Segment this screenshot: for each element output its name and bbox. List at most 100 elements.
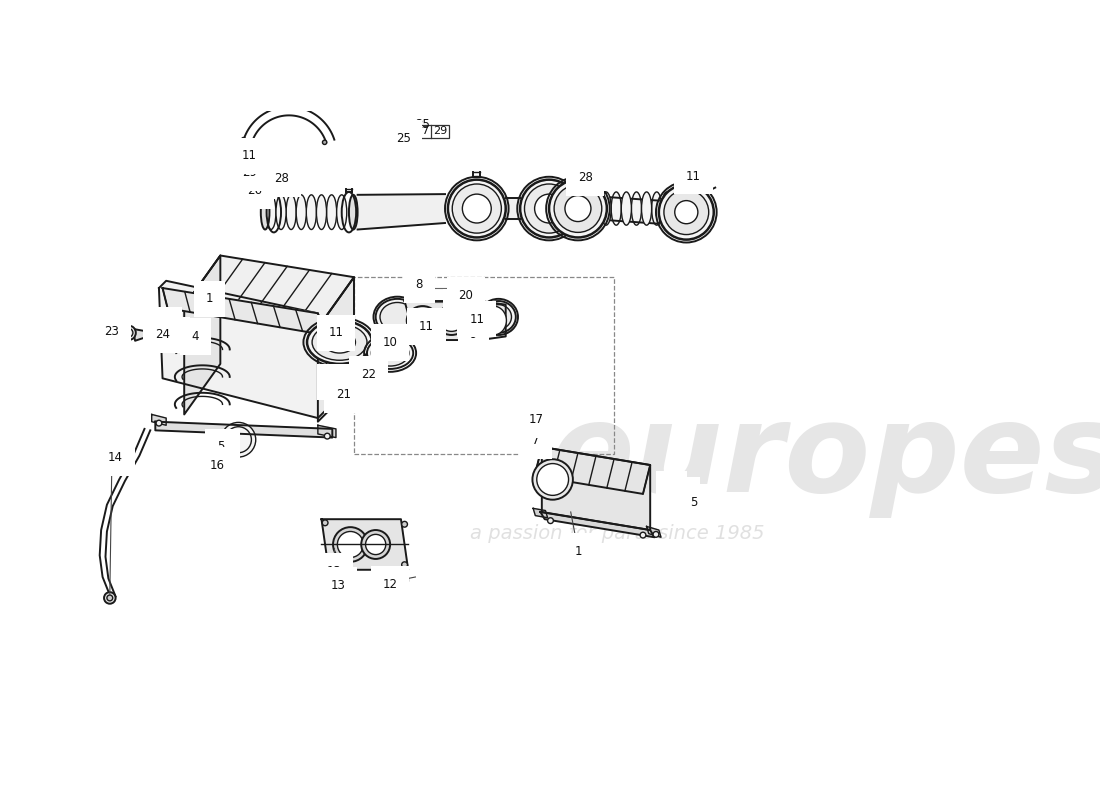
- Text: 1: 1: [206, 292, 213, 306]
- Circle shape: [666, 491, 671, 497]
- Ellipse shape: [379, 346, 400, 360]
- Circle shape: [332, 571, 340, 578]
- Text: 11: 11: [686, 170, 701, 182]
- Text: 11: 11: [585, 166, 600, 179]
- Polygon shape: [155, 422, 332, 438]
- Ellipse shape: [520, 180, 578, 238]
- Text: 17: 17: [528, 413, 543, 426]
- Polygon shape: [332, 386, 346, 396]
- Ellipse shape: [410, 310, 435, 331]
- Ellipse shape: [674, 201, 697, 224]
- Circle shape: [242, 138, 245, 142]
- Text: 5: 5: [163, 319, 169, 332]
- Text: 27: 27: [249, 174, 264, 187]
- Ellipse shape: [439, 310, 464, 331]
- Ellipse shape: [601, 192, 612, 225]
- Ellipse shape: [312, 324, 367, 360]
- Ellipse shape: [532, 459, 573, 500]
- Text: 26: 26: [246, 184, 262, 197]
- Ellipse shape: [276, 195, 286, 230]
- Text: 6: 6: [681, 489, 689, 502]
- Circle shape: [322, 140, 327, 145]
- Ellipse shape: [221, 422, 255, 457]
- Ellipse shape: [307, 321, 372, 364]
- Circle shape: [256, 195, 261, 200]
- Text: 3: 3: [172, 329, 178, 342]
- Polygon shape: [506, 198, 520, 219]
- Text: 4: 4: [191, 330, 199, 343]
- Ellipse shape: [662, 192, 672, 225]
- Ellipse shape: [549, 180, 607, 238]
- Ellipse shape: [621, 192, 631, 225]
- Circle shape: [197, 332, 201, 337]
- Bar: [396, 125, 450, 138]
- Ellipse shape: [261, 195, 270, 230]
- Circle shape: [402, 562, 407, 568]
- Text: 1: 1: [574, 546, 582, 558]
- Ellipse shape: [361, 530, 390, 559]
- Ellipse shape: [338, 531, 363, 558]
- Polygon shape: [540, 512, 654, 538]
- Ellipse shape: [286, 195, 296, 230]
- Text: 4: 4: [668, 483, 675, 496]
- Text: 27: 27: [415, 126, 429, 136]
- Text: 5: 5: [690, 496, 697, 509]
- Text: 14: 14: [108, 451, 123, 464]
- Circle shape: [680, 493, 685, 498]
- Ellipse shape: [664, 190, 708, 234]
- Circle shape: [107, 595, 112, 601]
- Text: 24: 24: [155, 329, 170, 342]
- Ellipse shape: [651, 192, 662, 225]
- Polygon shape: [321, 386, 329, 389]
- Ellipse shape: [462, 194, 492, 223]
- Polygon shape: [318, 277, 354, 422]
- Text: 8: 8: [416, 278, 422, 291]
- Text: 13: 13: [327, 565, 341, 578]
- Polygon shape: [126, 328, 148, 341]
- Text: 5: 5: [217, 441, 224, 454]
- Ellipse shape: [554, 185, 602, 232]
- Ellipse shape: [372, 340, 409, 366]
- Ellipse shape: [672, 192, 682, 225]
- Ellipse shape: [333, 527, 367, 562]
- Ellipse shape: [485, 305, 512, 330]
- Ellipse shape: [631, 192, 641, 225]
- Polygon shape: [647, 526, 661, 538]
- Text: 29: 29: [433, 126, 448, 136]
- Ellipse shape: [296, 195, 306, 230]
- Polygon shape: [607, 197, 659, 224]
- Ellipse shape: [448, 180, 506, 238]
- Circle shape: [363, 366, 372, 375]
- Circle shape: [322, 563, 328, 569]
- Circle shape: [156, 420, 162, 426]
- Circle shape: [531, 410, 538, 417]
- Ellipse shape: [481, 301, 516, 333]
- Text: a passion for parts since 1985: a passion for parts since 1985: [470, 524, 764, 543]
- Ellipse shape: [317, 195, 327, 230]
- Ellipse shape: [407, 306, 439, 335]
- Text: 16: 16: [209, 458, 224, 471]
- Ellipse shape: [436, 306, 468, 335]
- Circle shape: [253, 190, 257, 194]
- Ellipse shape: [327, 195, 337, 230]
- Circle shape: [402, 522, 407, 527]
- Polygon shape: [152, 414, 166, 426]
- Ellipse shape: [376, 299, 419, 335]
- Ellipse shape: [367, 337, 414, 369]
- Polygon shape: [321, 519, 408, 570]
- Text: 26: 26: [397, 126, 411, 136]
- Text: 19: 19: [329, 375, 343, 389]
- Circle shape: [265, 185, 269, 189]
- Text: 25: 25: [396, 132, 410, 145]
- Text: 21: 21: [336, 388, 351, 401]
- Circle shape: [686, 494, 691, 499]
- Text: 13: 13: [331, 579, 345, 592]
- Circle shape: [189, 331, 197, 338]
- Circle shape: [653, 531, 659, 538]
- Ellipse shape: [337, 195, 346, 230]
- Polygon shape: [531, 430, 538, 436]
- Text: 25: 25: [415, 118, 430, 130]
- Ellipse shape: [537, 463, 569, 495]
- Text: 22: 22: [361, 368, 376, 382]
- Text: 29: 29: [242, 166, 256, 179]
